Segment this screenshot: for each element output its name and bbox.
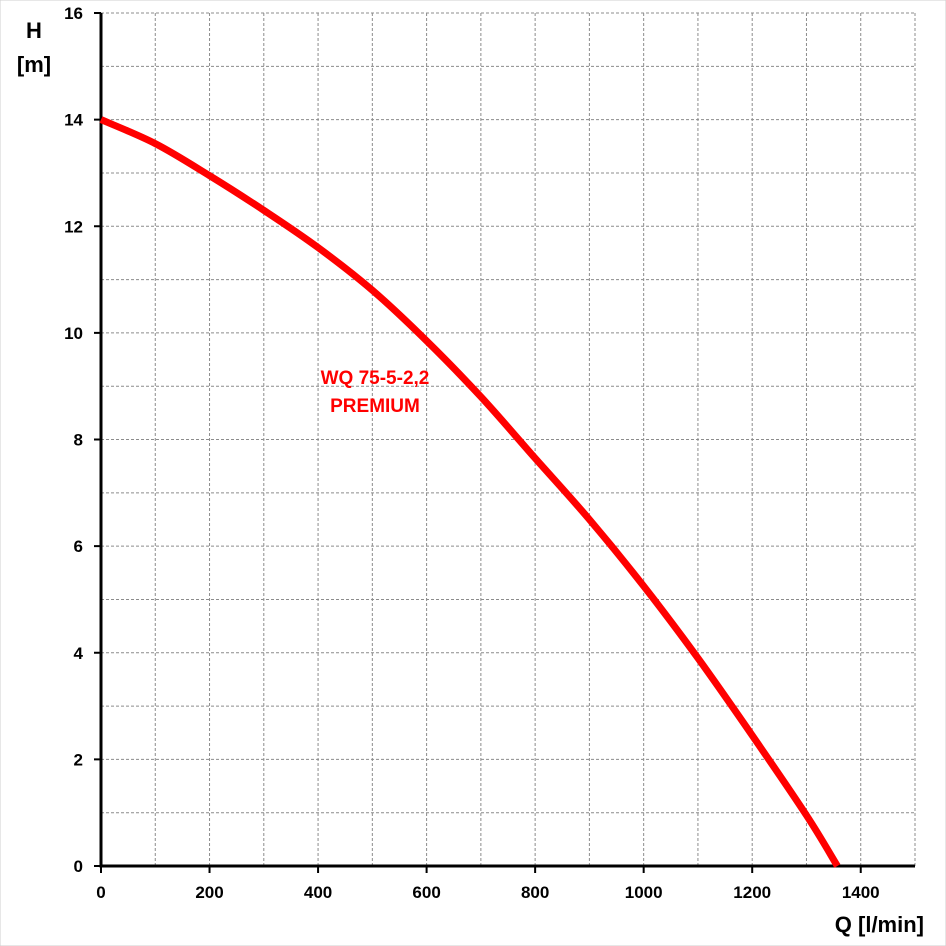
- x-tick-label: 200: [195, 883, 223, 902]
- y-tick-label: 4: [74, 644, 84, 663]
- y-tick-label: 0: [74, 857, 83, 876]
- y-tick-label: 10: [64, 324, 83, 343]
- series-label-line2: PREMIUM: [330, 396, 420, 417]
- x-tick-label: 400: [304, 883, 332, 902]
- x-tick-label: 1400: [842, 883, 880, 902]
- x-tick-label: 1000: [625, 883, 663, 902]
- grid: [101, 12, 916, 866]
- y-axis-label-line1: H: [26, 18, 42, 43]
- x-axis-label: Q [l/min]: [835, 912, 924, 937]
- y-tick-label: 8: [74, 431, 83, 450]
- x-tick-label: 0: [96, 883, 105, 902]
- series-layer: [99, 116, 841, 868]
- y-tick-label: 6: [74, 537, 83, 556]
- y-axis-label-line2: [m]: [17, 52, 51, 77]
- y-tick-label: 16: [64, 4, 83, 23]
- y-tick-label: 12: [64, 217, 83, 236]
- series-label-line1: WQ 75-5-2,2: [321, 368, 430, 389]
- x-tick-label: 1200: [733, 883, 771, 902]
- series-line: [99, 116, 841, 868]
- x-tick-label: 800: [521, 883, 549, 902]
- y-tick-label: 2: [74, 750, 83, 769]
- ticks: 0 200 400 600 800 1000 1200 1400 0 2 4 6 8 10 12 14 16: [64, 4, 880, 902]
- y-tick-label: 14: [64, 111, 83, 130]
- x-tick-label: 600: [412, 883, 440, 902]
